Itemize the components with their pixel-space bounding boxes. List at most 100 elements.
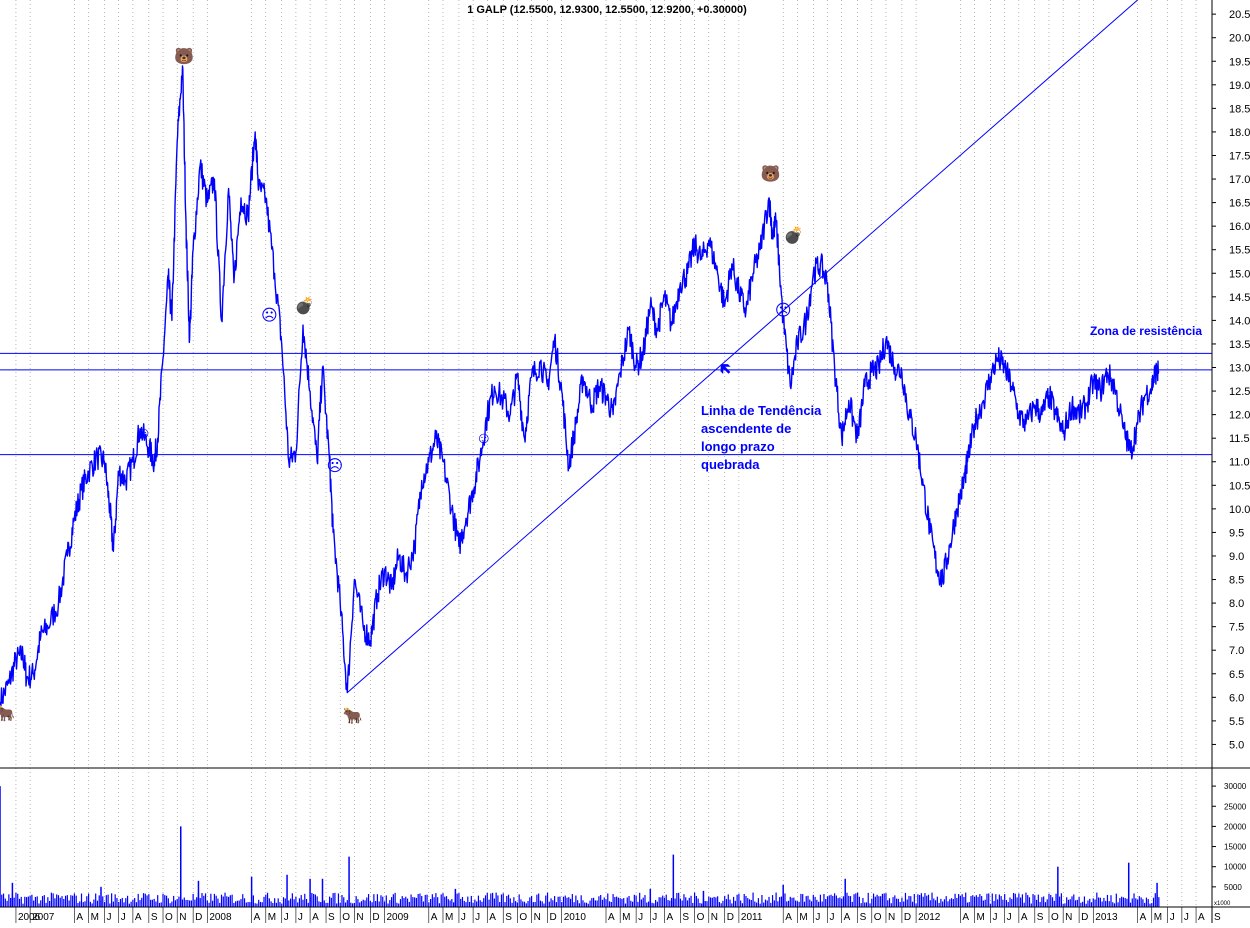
month-tick-label: S xyxy=(1214,912,1221,923)
price-tick-label: 10.0 xyxy=(1229,504,1250,516)
month-tick-label: O xyxy=(697,912,705,923)
bull-icon: 🐂 xyxy=(0,705,15,723)
month-tick-label: D xyxy=(550,912,557,923)
frown-icon: ☹ xyxy=(775,303,792,320)
resistance-zone-label: Zona de resistência xyxy=(1090,324,1202,338)
price-tick-label: 6.5 xyxy=(1229,669,1244,681)
month-tick-label: S xyxy=(1037,912,1044,923)
year-tick-label: 2011 xyxy=(741,912,763,923)
month-tick-label: D xyxy=(727,912,734,923)
month-tick-label: S xyxy=(328,912,335,923)
year-tick-label: 2013 xyxy=(1095,912,1118,923)
price-tick-label: 8.0 xyxy=(1229,598,1244,610)
month-tick-label: S xyxy=(860,912,867,923)
month-tick-label: M xyxy=(977,912,985,923)
frown-icon: ☹ xyxy=(327,458,344,475)
price-tick-label: 8.5 xyxy=(1229,575,1244,587)
month-tick-label: A xyxy=(666,912,673,923)
month-tick-label: N xyxy=(356,912,363,923)
price-tick-label: 15.0 xyxy=(1229,268,1250,280)
trendline-group xyxy=(346,0,1138,693)
volume-tick-label: 5000 xyxy=(1224,883,1242,892)
price-tick-label: 9.5 xyxy=(1229,527,1244,539)
month-tick-label: J xyxy=(1007,912,1012,923)
volume-unit-label: x1000 xyxy=(1214,901,1231,907)
trendline-note-line-4: quebrada xyxy=(701,457,760,472)
price-tick-label: 5.5 xyxy=(1229,716,1244,728)
month-tick-label: O xyxy=(874,912,882,923)
bear-icon: 🐻 xyxy=(174,46,194,65)
month-tick-label: M xyxy=(445,912,453,923)
month-tick-label: J xyxy=(652,912,657,923)
month-tick-label: J xyxy=(107,912,112,923)
month-tick-label: D xyxy=(195,912,202,923)
month-tick-label: M xyxy=(799,912,807,923)
month-tick-label: M xyxy=(268,912,276,923)
month-tick-label: O xyxy=(342,912,350,923)
price-tick-label: 17.0 xyxy=(1229,174,1250,186)
trendline-note-line-2: ascendente de xyxy=(701,421,791,436)
month-tick-label: M xyxy=(622,912,630,923)
month-tick-label: J xyxy=(121,912,126,923)
year-tick-label: 2008 xyxy=(209,912,232,923)
month-tick-label: N xyxy=(1065,912,1072,923)
bear-icon: 🐻 xyxy=(761,164,781,183)
price-tick-label: 14.5 xyxy=(1229,292,1250,304)
month-tick-label: A xyxy=(489,912,496,923)
price-tick-label: 7.0 xyxy=(1229,645,1244,657)
trendline-note-line-1: Linha de Tendência xyxy=(701,403,822,418)
signal-markers: 🐂 🐂 🐻 🐻 ☺ ☺ ☹ ☹ ☹ 💣 💣 xyxy=(0,46,804,725)
year-tick-label: 2010 xyxy=(564,912,587,923)
smiley-icon: ☺ xyxy=(135,425,151,442)
price-tick-label: 18.5 xyxy=(1229,103,1250,115)
price-tick-label: 12.5 xyxy=(1229,386,1250,398)
price-tick-label: 11.5 xyxy=(1229,433,1250,445)
month-tick-label: M xyxy=(1154,912,1162,923)
month-tick-label: A xyxy=(76,912,83,923)
month-tick-label: N xyxy=(711,912,718,923)
volume-axis-ticks: 30000 25000 20000 15000 10000 5000 x1000 xyxy=(1212,782,1247,907)
price-tick-label: 11.0 xyxy=(1229,457,1250,469)
month-tick-label: J xyxy=(993,912,998,923)
month-tick-label: A xyxy=(254,912,261,923)
month-tick-label: J xyxy=(1170,912,1175,923)
month-tick-label: D xyxy=(372,912,379,923)
price-tick-label: 20.5 xyxy=(1229,9,1250,21)
price-tick-label: 19.5 xyxy=(1229,56,1250,68)
bull-icon: 🐂 xyxy=(343,707,363,725)
year-tick-label: 2012 xyxy=(918,912,941,923)
price-tick-label: 20.0 xyxy=(1229,33,1250,45)
price-tick-label: 18.0 xyxy=(1229,127,1250,139)
smiley-icon: ☺ xyxy=(476,430,492,447)
price-tick-label: 15.5 xyxy=(1229,245,1250,257)
bomb-icon: 💣 xyxy=(295,296,315,316)
price-tick-label: 9.0 xyxy=(1229,551,1244,563)
month-tick-label: J xyxy=(298,912,303,923)
year-tick-label: 2009 xyxy=(387,912,410,923)
month-tick-label: J xyxy=(284,912,289,923)
month-tick-label: A xyxy=(1198,912,1205,923)
ascending-trendline xyxy=(346,0,1138,693)
month-tick-label: J xyxy=(461,912,466,923)
month-tick-label: A xyxy=(312,912,319,923)
month-tick-label: A xyxy=(785,912,792,923)
price-line xyxy=(0,65,1160,715)
grid-lines xyxy=(15,0,1213,907)
month-tick-label: J xyxy=(1184,912,1189,923)
volume-bars xyxy=(0,786,1160,907)
volume-tick-label: 10000 xyxy=(1224,863,1247,872)
price-tick-label: 7.5 xyxy=(1229,622,1244,634)
month-tick-label: O xyxy=(1051,912,1059,923)
month-tick-label: S xyxy=(505,912,512,923)
trendline-arrow: 🡴 xyxy=(720,361,731,378)
volume-tick-label: 20000 xyxy=(1224,822,1247,831)
month-tick-label: A xyxy=(1021,912,1028,923)
month-tick-label: S xyxy=(682,912,689,923)
chart-title: 1 GALP (12.5500, 12.9300, 12.5500, 12.92… xyxy=(467,4,747,16)
price-series xyxy=(0,65,1160,715)
month-tick-label: J xyxy=(638,912,643,923)
price-tick-label: 19.0 xyxy=(1229,80,1250,92)
month-tick-label: M xyxy=(91,912,99,923)
